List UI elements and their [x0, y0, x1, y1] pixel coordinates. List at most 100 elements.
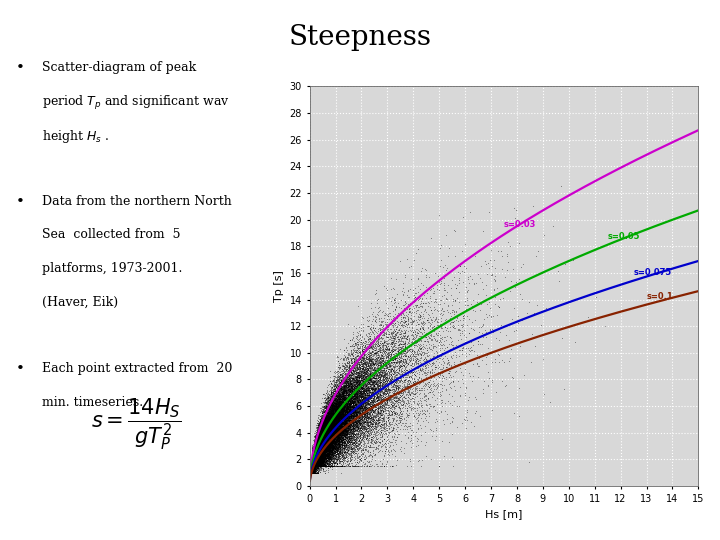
Point — [314, 429, 325, 438]
Point — [343, 384, 355, 393]
Point — [356, 396, 368, 405]
Point — [389, 316, 400, 325]
Point — [354, 400, 365, 408]
Point — [311, 450, 323, 458]
Point — [315, 444, 326, 453]
Point — [323, 420, 334, 429]
Point — [357, 413, 369, 422]
Point — [307, 459, 319, 468]
Point — [307, 462, 318, 470]
Point — [318, 445, 330, 454]
Point — [325, 431, 336, 440]
Point — [351, 366, 363, 374]
Point — [308, 455, 320, 464]
Point — [308, 453, 320, 462]
Point — [346, 403, 357, 412]
Point — [344, 434, 356, 442]
Point — [334, 438, 346, 447]
Point — [319, 416, 330, 425]
Point — [327, 447, 338, 455]
Point — [338, 433, 349, 442]
Point — [309, 462, 320, 470]
Point — [307, 462, 318, 470]
Point — [323, 444, 334, 453]
Point — [327, 436, 338, 444]
Point — [340, 393, 351, 402]
Point — [321, 419, 333, 428]
Point — [307, 463, 318, 472]
Point — [315, 447, 326, 456]
Point — [307, 451, 318, 460]
Point — [335, 428, 346, 437]
Point — [349, 395, 361, 403]
Point — [341, 395, 353, 404]
Point — [307, 459, 318, 468]
Point — [326, 437, 338, 445]
Point — [346, 434, 357, 443]
Point — [320, 462, 332, 470]
Point — [318, 440, 330, 449]
Point — [377, 431, 388, 440]
Point — [348, 346, 360, 354]
Point — [372, 444, 383, 453]
Point — [316, 456, 328, 465]
Point — [311, 449, 323, 458]
Point — [307, 459, 318, 468]
Point — [307, 453, 318, 462]
Point — [307, 458, 318, 467]
Point — [319, 420, 330, 429]
Point — [317, 454, 328, 463]
Point — [308, 452, 320, 461]
Point — [354, 434, 365, 442]
Point — [320, 421, 331, 429]
Point — [316, 435, 328, 443]
Point — [310, 443, 321, 451]
Point — [326, 416, 338, 424]
Point — [325, 417, 337, 426]
Point — [307, 456, 318, 464]
Point — [341, 456, 353, 465]
Point — [310, 452, 321, 461]
Point — [325, 410, 337, 418]
Point — [310, 450, 321, 459]
Point — [338, 405, 349, 414]
Point — [318, 428, 329, 437]
Point — [327, 402, 338, 410]
Point — [336, 443, 347, 452]
Point — [307, 462, 318, 470]
Point — [307, 462, 319, 470]
Point — [375, 387, 387, 396]
Point — [365, 414, 377, 423]
Point — [325, 456, 337, 465]
Point — [330, 397, 342, 406]
Point — [324, 400, 336, 408]
Point — [310, 457, 321, 466]
Point — [309, 454, 320, 462]
Point — [313, 457, 325, 465]
Point — [350, 391, 361, 400]
Point — [310, 445, 322, 454]
Point — [324, 444, 336, 453]
Point — [307, 458, 318, 467]
Point — [312, 462, 323, 470]
Point — [309, 448, 320, 457]
Point — [319, 448, 330, 456]
Point — [365, 385, 377, 394]
Point — [310, 448, 321, 457]
Point — [320, 436, 332, 444]
Point — [307, 444, 318, 453]
Point — [313, 453, 325, 461]
Point — [328, 416, 340, 425]
Point — [310, 462, 322, 470]
Point — [346, 384, 358, 393]
Point — [464, 329, 475, 338]
Point — [307, 466, 318, 475]
Point — [307, 459, 318, 468]
Point — [322, 428, 333, 436]
Point — [350, 436, 361, 445]
Point — [315, 433, 326, 442]
Point — [315, 441, 327, 450]
Point — [312, 441, 323, 449]
Point — [322, 416, 333, 424]
Point — [316, 455, 328, 464]
